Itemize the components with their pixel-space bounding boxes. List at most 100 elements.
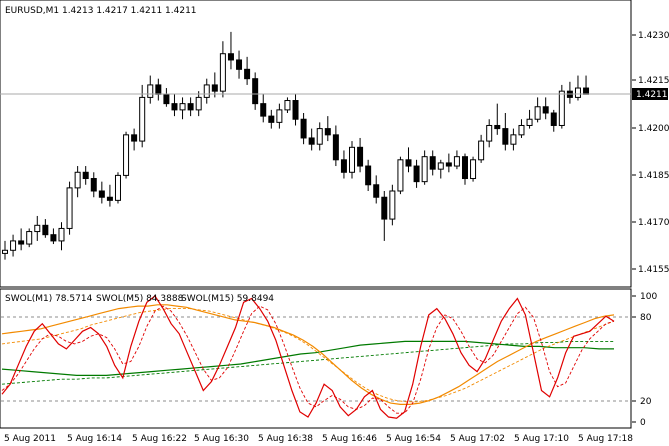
candle-body <box>26 231 33 245</box>
level-label: 0 <box>640 418 646 428</box>
candle-body <box>397 159 404 192</box>
swol-m15-line <box>1 340 614 376</box>
candlestick-series <box>2 31 590 260</box>
candle-body <box>66 187 73 229</box>
candle-body <box>461 156 468 180</box>
candle-body <box>429 156 436 170</box>
level-label: 100 <box>640 292 657 302</box>
chart-header: EURUSD,M1 1.4213 1.4217 1.4211 1.4211 <box>5 6 197 16</box>
candle-body <box>453 156 460 167</box>
swol-m5-line <box>1 304 615 405</box>
candle-body <box>308 137 315 145</box>
swol-m5-signal-line <box>1 308 615 403</box>
time-label: 5 Aug 2011 <box>4 434 56 444</box>
candle-body <box>98 190 105 198</box>
candle-body <box>179 103 186 111</box>
indicator-pane[interactable] <box>0 288 632 429</box>
candle-body <box>357 146 364 167</box>
candle-body <box>349 146 356 173</box>
candle-body <box>203 84 210 98</box>
candle-body <box>211 84 218 92</box>
candle-body <box>114 174 121 201</box>
current-price-tag: 1.4211 <box>632 88 668 100</box>
candle-body <box>413 165 420 183</box>
candle-body <box>42 224 49 236</box>
time-label: 5 Aug 17:10 <box>514 434 569 444</box>
candle-body <box>373 184 380 198</box>
candle-body <box>542 106 549 114</box>
candle-body <box>139 96 146 142</box>
candle-body <box>260 103 267 117</box>
candle-body <box>34 224 41 233</box>
time-label: 5 Aug 17:18 <box>578 434 633 444</box>
candle-body <box>171 103 178 111</box>
candle-body <box>227 53 234 61</box>
swol-lines <box>1 295 615 419</box>
candle-body <box>478 140 485 161</box>
candle-body <box>534 106 541 120</box>
candle-body <box>445 162 452 167</box>
candle-body <box>486 124 493 142</box>
candle-body <box>558 90 565 126</box>
swol-m15-signal-line <box>1 340 614 385</box>
price-axis[interactable]: 1.4230 1.4215 1.4200 1.4185 1.4170 1.415… <box>632 31 669 275</box>
time-label: 5 Aug 16:54 <box>386 434 441 444</box>
candle-body <box>583 87 590 95</box>
candle-body <box>276 109 283 123</box>
candle-body <box>74 171 81 189</box>
candle-body <box>510 134 517 145</box>
candle-body <box>421 156 428 183</box>
candle-body <box>365 165 372 186</box>
price-label: 1.4185 <box>638 171 669 181</box>
candle-body <box>550 112 557 126</box>
swol-m15-label: SWOL(M15) 59.8494 <box>181 294 274 304</box>
candle-body <box>470 159 477 180</box>
svg-text:1.4211: 1.4211 <box>636 90 668 100</box>
price-label: 1.4230 <box>638 31 669 41</box>
candle-body <box>292 100 299 120</box>
candle-body <box>244 68 251 80</box>
candle-body <box>574 87 581 98</box>
candle-body <box>340 159 347 173</box>
candle-body <box>90 178 97 192</box>
candle-body <box>219 53 226 92</box>
indicator-axis[interactable]: 100 80 20 0 <box>632 292 657 428</box>
candle-body <box>494 124 501 130</box>
candle-body <box>316 128 323 145</box>
candle-body <box>147 84 154 98</box>
candle-body <box>502 128 509 145</box>
candle-body <box>284 100 291 111</box>
time-axis[interactable]: 5 Aug 2011 5 Aug 16:14 5 Aug 16:22 5 Aug… <box>4 434 633 444</box>
candle-body <box>155 84 162 95</box>
price-pane[interactable] <box>0 0 632 288</box>
time-label: 5 Aug 16:38 <box>258 434 313 444</box>
candle-body <box>389 190 396 220</box>
swol-m1-label: SWOL(M1) 78.5714 <box>5 294 93 304</box>
price-label: 1.4215 <box>638 76 669 86</box>
price-label: 1.4155 <box>638 265 669 275</box>
swol-m1-line <box>1 295 615 419</box>
candle-body <box>82 171 89 180</box>
time-label: 5 Aug 16:14 <box>67 434 122 444</box>
candle-body <box>268 115 275 123</box>
candle-body <box>300 118 307 139</box>
candle-body <box>2 249 8 254</box>
candle-body <box>10 240 17 251</box>
candle-body <box>131 134 138 142</box>
candle-body <box>332 134 339 161</box>
candle-body <box>123 134 130 176</box>
time-label: 5 Aug 16:22 <box>132 434 187 444</box>
time-label: 5 Aug 16:30 <box>194 434 249 444</box>
time-label: 5 Aug 16:46 <box>322 434 377 444</box>
candle-body <box>187 103 194 111</box>
price-label: 1.4170 <box>638 218 669 228</box>
candle-body <box>58 227 65 242</box>
candle-body <box>324 128 331 136</box>
level-label: 80 <box>640 313 652 323</box>
time-label: 5 Aug 17:02 <box>450 434 505 444</box>
candle-body <box>163 93 170 105</box>
candle-body <box>18 240 25 245</box>
candle-body <box>195 96 202 111</box>
candle-body <box>437 162 444 170</box>
